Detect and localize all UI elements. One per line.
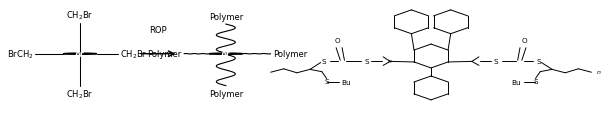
Text: Polymer: Polymer	[147, 50, 181, 59]
Text: S: S	[493, 59, 498, 65]
Text: Polymer: Polymer	[273, 50, 308, 59]
Text: O: O	[335, 38, 341, 44]
Text: $n$: $n$	[387, 58, 393, 65]
Text: ROP: ROP	[149, 26, 167, 35]
Ellipse shape	[63, 54, 97, 55]
Text: $n$: $n$	[596, 69, 601, 76]
Text: Ar: Ar	[221, 50, 231, 59]
Text: BrCH$_2$: BrCH$_2$	[7, 48, 33, 60]
Text: S: S	[324, 78, 329, 84]
Text: S: S	[536, 59, 541, 65]
Ellipse shape	[209, 54, 243, 55]
Text: CH$_2$Br: CH$_2$Br	[66, 9, 94, 21]
Text: O: O	[521, 38, 527, 44]
Text: Bu: Bu	[341, 79, 350, 85]
Text: Polymer: Polymer	[209, 13, 243, 21]
Text: CH$_2$Br: CH$_2$Br	[66, 88, 94, 101]
Text: Ar: Ar	[75, 50, 85, 59]
Text: CH$_2$Br: CH$_2$Br	[120, 48, 147, 60]
Text: Polymer: Polymer	[209, 89, 243, 98]
Text: S: S	[321, 59, 326, 65]
Text: Bu: Bu	[512, 79, 521, 85]
Text: S: S	[364, 59, 369, 65]
Text: S: S	[533, 78, 538, 84]
